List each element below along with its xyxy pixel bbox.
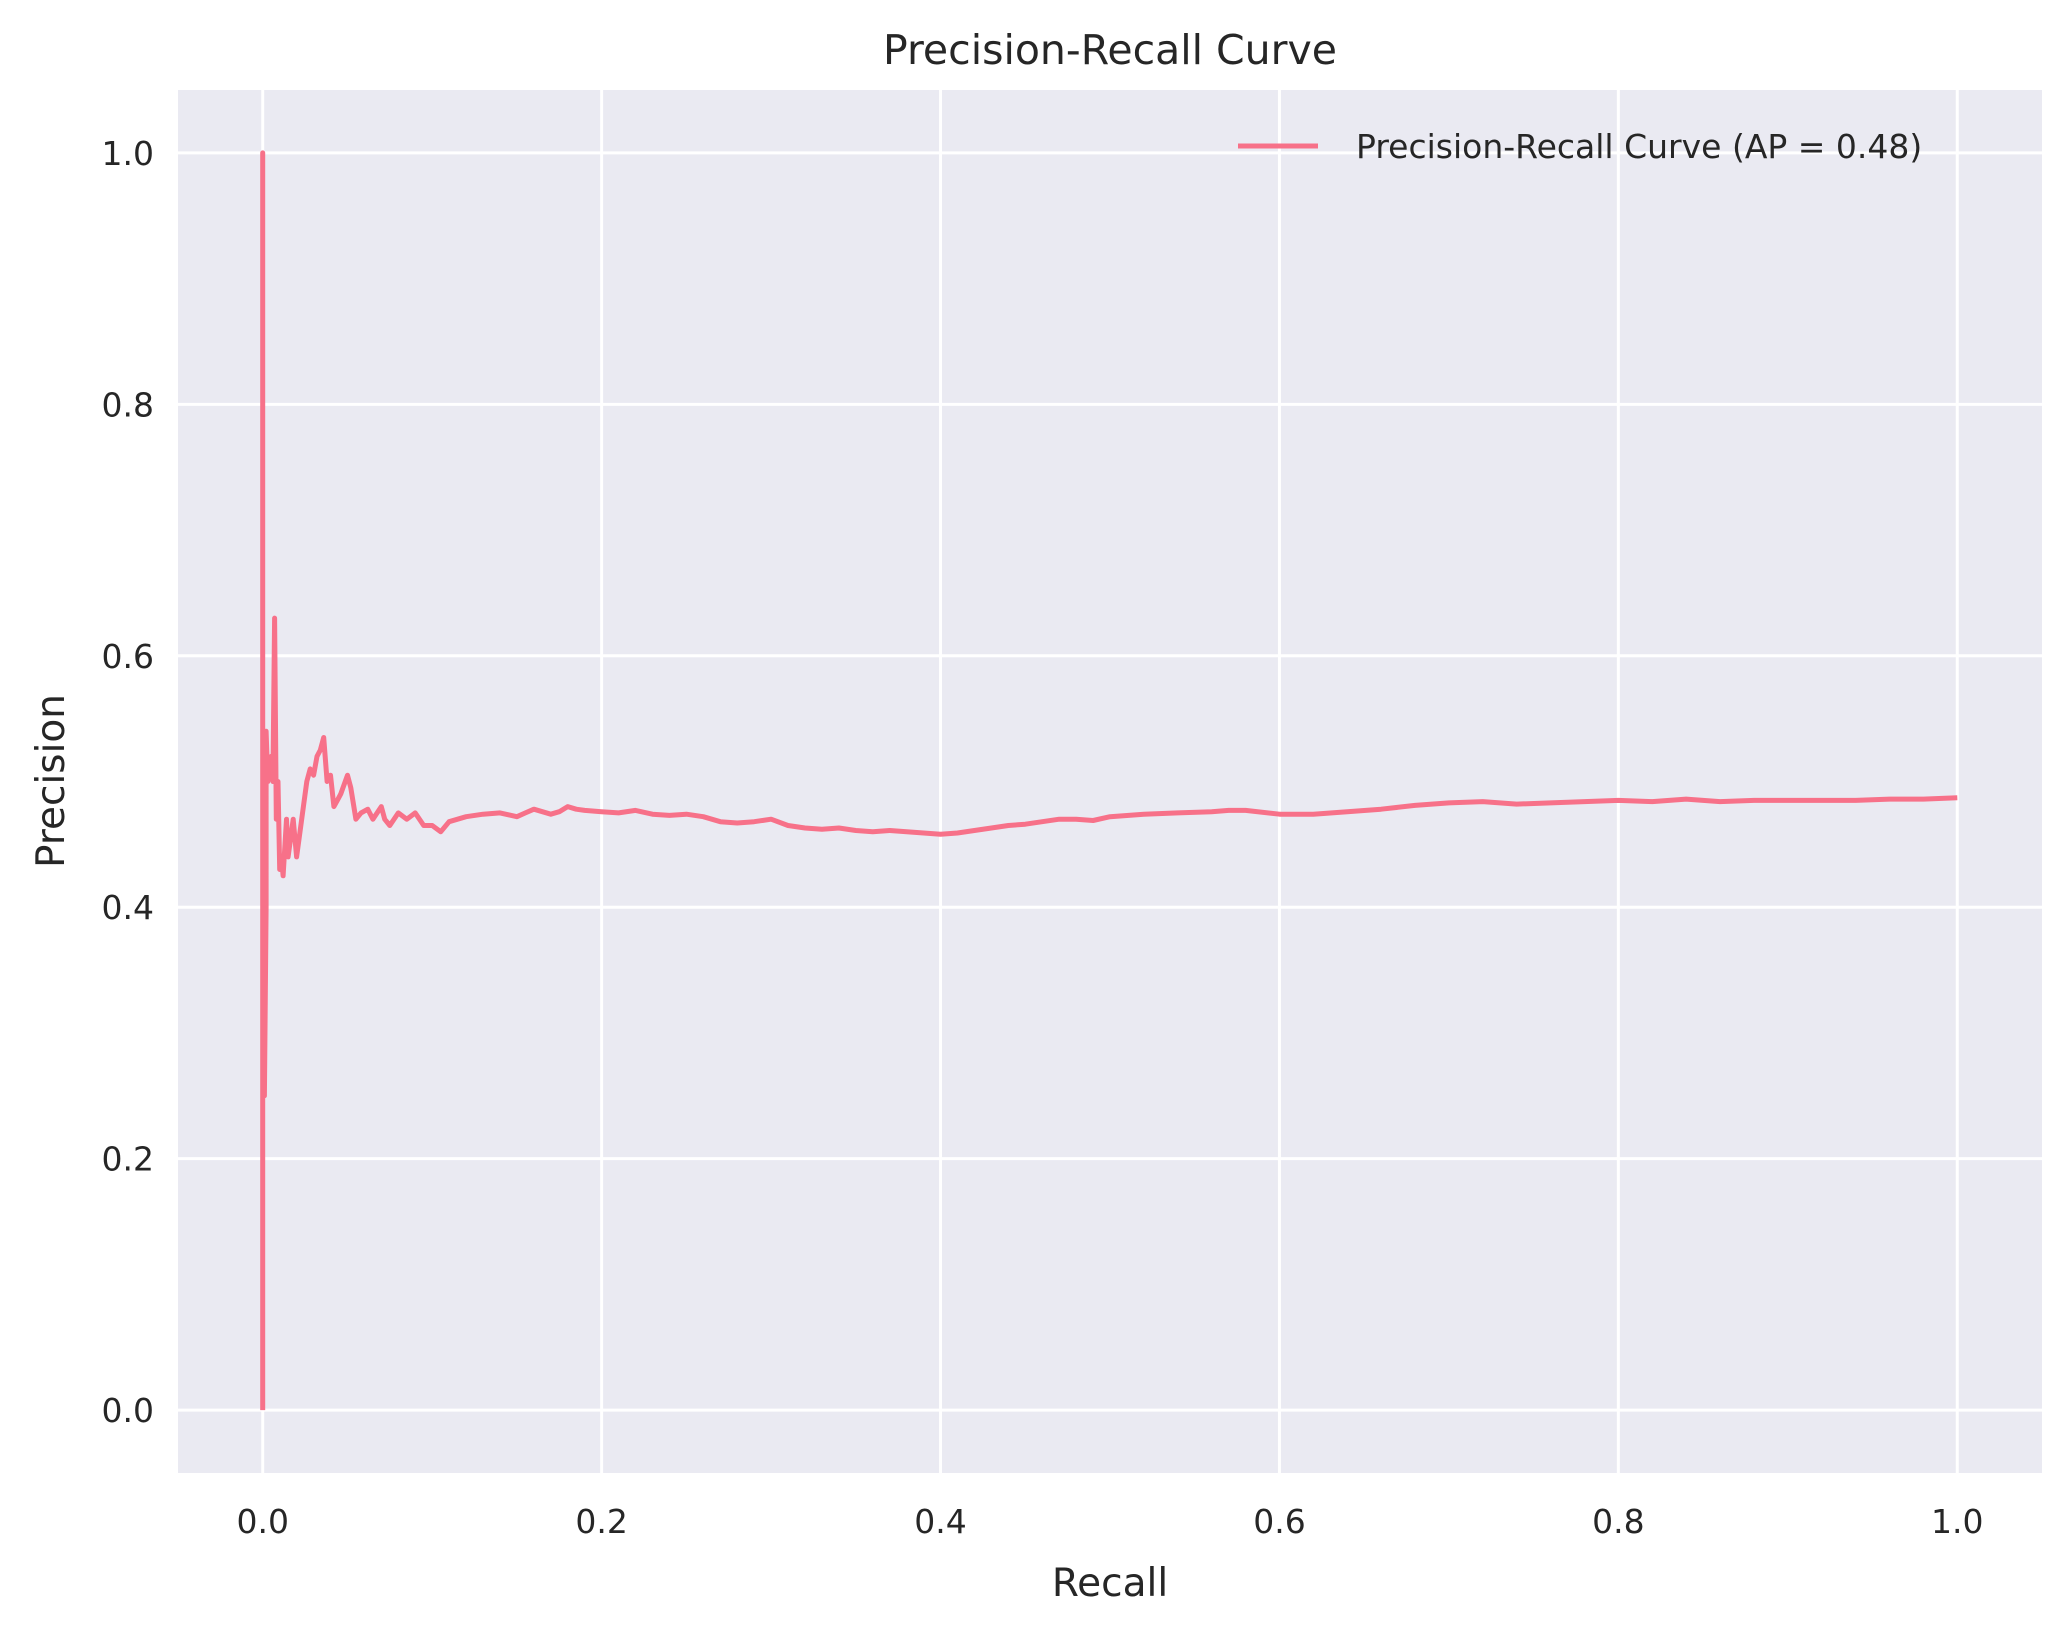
y-tick-label: 0.0	[102, 1391, 154, 1430]
y-tick-label: 0.6	[102, 637, 154, 676]
y-tick-label: 0.2	[102, 1140, 154, 1179]
grid-lines	[178, 90, 2042, 1473]
x-tick-label: 0.0	[236, 1502, 288, 1541]
y-tick-label: 0.4	[102, 888, 154, 927]
x-axis-label: Recall	[1052, 1561, 1168, 1606]
x-tick-label: 1.0	[1931, 1502, 1983, 1541]
x-tick-label: 0.2	[575, 1502, 627, 1541]
series-layer	[260, 150, 1958, 1411]
legend-label: Precision-Recall Curve (AP = 0.48)	[1356, 127, 1922, 166]
plot-area	[178, 90, 2042, 1473]
x-axis-ticks: 0.0 0.2 0.4 0.6 0.8 1.0	[236, 1502, 1983, 1541]
chart-title: Precision-Recall Curve	[883, 26, 1337, 74]
y-tick-label: 1.0	[102, 134, 154, 173]
x-tick-label: 0.4	[914, 1502, 966, 1541]
x-tick-label: 0.8	[1592, 1502, 1644, 1541]
y-axis-label: Precision	[29, 694, 74, 868]
y-tick-label: 0.8	[102, 385, 154, 424]
y-axis-ticks: 0.0 0.2 0.4 0.6 0.8 1.0	[102, 134, 154, 1430]
x-tick-label: 0.6	[1253, 1502, 1305, 1541]
pr-curve-line	[260, 150, 1958, 1411]
legend: Precision-Recall Curve (AP = 0.48)	[1238, 127, 1922, 166]
